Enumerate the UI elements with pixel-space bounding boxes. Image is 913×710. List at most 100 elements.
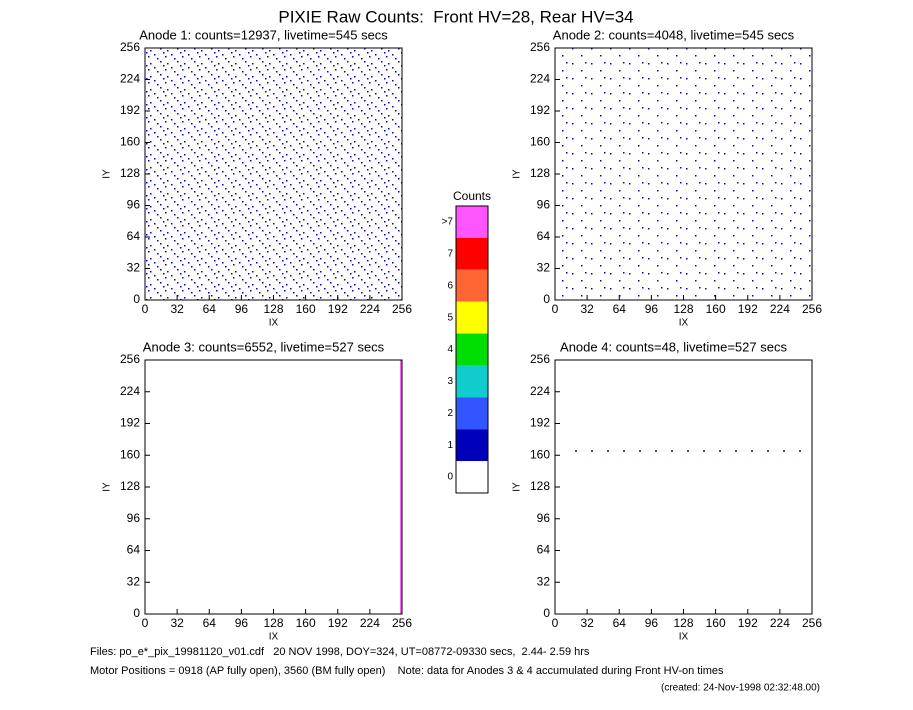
x-tick-label: 96 <box>235 616 249 630</box>
x-axis-label: IX <box>269 632 279 643</box>
x-tick-label: 64 <box>203 302 217 316</box>
y-axis-label: IY <box>102 169 113 179</box>
x-axis-label: IX <box>679 318 689 329</box>
colorbar-swatch <box>456 461 488 493</box>
colorbar-swatch <box>456 206 488 238</box>
colorbar-label: 4 <box>447 344 453 355</box>
panel-title: Anode 2: counts=4048, livetime=545 secs <box>553 27 795 42</box>
colorbar-swatch <box>456 237 488 270</box>
y-tick-label: 32 <box>127 574 141 588</box>
y-tick-label: 64 <box>127 543 141 557</box>
y-tick-label: 0 <box>133 606 140 620</box>
colorbar-swatch <box>456 301 488 334</box>
x-tick-label: 192 <box>738 616 758 630</box>
colorbar-label: 1 <box>447 440 453 451</box>
x-tick-label: 160 <box>706 616 726 630</box>
y-tick-label: 160 <box>120 135 140 149</box>
x-tick-label: 256 <box>802 616 822 630</box>
x-axis-label: IX <box>679 632 689 643</box>
x-tick-label: 96 <box>645 302 659 316</box>
x-tick-label: 160 <box>706 302 726 316</box>
y-axis-label: IY <box>512 169 523 179</box>
y-tick-label: 0 <box>543 292 550 306</box>
x-tick-label: 0 <box>142 616 149 630</box>
x-tick-label: 160 <box>296 616 316 630</box>
y-tick-label: 224 <box>530 72 550 86</box>
colorbar-label: >7 <box>442 217 454 228</box>
y-tick-label: 256 <box>530 40 550 54</box>
y-tick-label: 256 <box>530 352 550 366</box>
y-tick-label: 160 <box>120 447 140 461</box>
colorbar-frame <box>455 205 489 494</box>
x-tick-label: 192 <box>738 302 758 316</box>
y-tick-label: 256 <box>120 40 140 54</box>
colorbar-label: 6 <box>447 280 453 291</box>
colorbar-label: 2 <box>447 408 453 419</box>
x-tick-label: 32 <box>580 616 594 630</box>
y-tick-label: 192 <box>120 103 140 117</box>
x-tick-label: 0 <box>552 616 559 630</box>
colorbar-swatch <box>456 333 488 366</box>
y-tick-label: 128 <box>530 166 550 180</box>
colorbar-title: Counts <box>453 189 491 203</box>
y-tick-label: 64 <box>537 543 551 557</box>
y-tick-label: 224 <box>120 72 140 86</box>
colorbar-swatch <box>456 365 488 398</box>
x-tick-label: 192 <box>328 302 348 316</box>
y-tick-label: 64 <box>537 229 551 243</box>
x-tick-label: 160 <box>296 302 316 316</box>
x-tick-label: 128 <box>263 302 283 316</box>
x-tick-label: 64 <box>203 616 217 630</box>
y-axis-label: IY <box>102 482 113 492</box>
count-texture <box>145 48 402 300</box>
x-tick-label: 0 <box>142 302 149 316</box>
y-tick-label: 96 <box>127 511 141 525</box>
x-tick-label: 128 <box>673 302 693 316</box>
y-tick-label: 256 <box>120 352 140 366</box>
x-tick-label: 32 <box>170 302 184 316</box>
plot-frame <box>554 359 813 615</box>
y-tick-label: 224 <box>120 384 140 398</box>
panel-title: Anode 1: counts=12937, livetime=545 secs <box>139 27 388 42</box>
count-texture <box>555 48 812 300</box>
y-tick-label: 192 <box>530 103 550 117</box>
y-tick-label: 0 <box>543 606 550 620</box>
colorbar-swatch <box>456 269 488 302</box>
y-tick-label: 96 <box>537 511 551 525</box>
x-tick-label: 224 <box>770 302 790 316</box>
y-tick-label: 32 <box>127 261 141 275</box>
x-tick-label: 64 <box>613 616 627 630</box>
y-tick-label: 32 <box>537 261 551 275</box>
x-tick-label: 0 <box>552 302 559 316</box>
colorbar-label: 0 <box>447 472 453 483</box>
x-axis-label: IX <box>269 318 279 329</box>
x-tick-label: 224 <box>360 616 380 630</box>
y-tick-label: 32 <box>537 574 551 588</box>
y-tick-label: 128 <box>120 479 140 493</box>
y-tick-label: 96 <box>537 198 551 212</box>
panel-title: Anode 3: counts=6552, livetime=527 secs <box>143 339 385 354</box>
colorbar-swatch <box>456 397 488 430</box>
x-tick-label: 96 <box>235 302 249 316</box>
count-texture <box>400 360 402 614</box>
y-tick-label: 128 <box>530 479 550 493</box>
x-tick-label: 128 <box>673 616 693 630</box>
y-tick-label: 160 <box>530 135 550 149</box>
figure-title: PIXIE Raw Counts: Front HV=28, Rear HV=3… <box>278 7 633 26</box>
x-tick-label: 32 <box>580 302 594 316</box>
footer-text: Files: po_e*_pix_19981120_v01.cdf 20 NOV… <box>90 646 590 658</box>
footer-text: Motor Positions = 0918 (AP fully open), … <box>90 665 724 677</box>
y-tick-label: 64 <box>127 229 141 243</box>
x-tick-label: 128 <box>263 616 283 630</box>
colorbar-swatch <box>456 429 488 462</box>
x-tick-label: 64 <box>613 302 627 316</box>
y-tick-label: 96 <box>127 198 141 212</box>
x-tick-label: 32 <box>170 616 184 630</box>
x-tick-label: 256 <box>392 302 412 316</box>
panel-title: Anode 4: counts=48, livetime=527 secs <box>560 339 787 354</box>
footer-text: (created: 24-Nov-1998 02:32:48.00) <box>661 683 820 694</box>
y-axis-label: IY <box>512 482 523 492</box>
colorbar-label: 3 <box>447 376 453 387</box>
